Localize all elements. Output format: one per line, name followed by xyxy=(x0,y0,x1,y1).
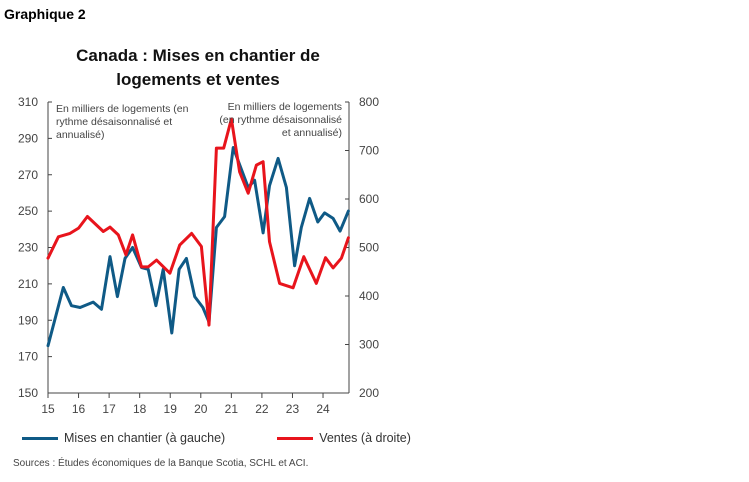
left-tick-label: 310 xyxy=(18,95,38,109)
legend-label-sales: Ventes (à droite) xyxy=(319,431,411,445)
legend-label-starts: Mises en chantier (à gauche) xyxy=(64,431,226,445)
chart-title: Canada : Mises en chantier de logements … xyxy=(76,46,320,89)
x-tick-label: 21 xyxy=(225,402,239,416)
left-axis-label: En milliers de logements (en rythme désa… xyxy=(56,103,189,141)
right-tick-label: 200 xyxy=(359,386,379,400)
left-tick-label: 190 xyxy=(18,313,38,327)
left-tick-label: 290 xyxy=(18,131,38,145)
x-tick-label: 24 xyxy=(316,402,330,416)
figure-number: Graphique 2 xyxy=(4,6,86,22)
x-tick-label: 19 xyxy=(164,402,178,416)
x-tick-label: 16 xyxy=(72,402,86,416)
x-tick-label: 17 xyxy=(102,402,116,416)
x-tick-label: 15 xyxy=(41,402,55,416)
left-tick-label: 150 xyxy=(18,386,38,400)
left-tick-label: 210 xyxy=(18,277,38,291)
x-tick-label: 22 xyxy=(255,402,269,416)
right-tick-label: 300 xyxy=(359,338,379,352)
left-tick-label: 270 xyxy=(18,168,38,182)
left-tick-label: 170 xyxy=(18,350,38,364)
x-tick-label: 18 xyxy=(133,402,147,416)
right-tick-label: 500 xyxy=(359,241,379,255)
series-line-sales xyxy=(46,117,350,327)
right-tick-label: 700 xyxy=(359,144,379,158)
left-tick-label: 250 xyxy=(18,204,38,218)
x-tick-label: 20 xyxy=(194,402,208,416)
source-note: Sources : Études économiques de la Banqu… xyxy=(13,458,309,469)
right-axis-label: En milliers de logements (en rythme désa… xyxy=(219,101,342,139)
legend-swatch-starts xyxy=(22,436,58,440)
legend: Mises en chantier (à gauche) Ventes (à d… xyxy=(22,431,411,445)
series-line-starts xyxy=(46,146,350,348)
right-tick-label: 600 xyxy=(359,192,379,206)
x-tick-label: 23 xyxy=(286,402,300,416)
left-tick-label: 230 xyxy=(18,241,38,255)
right-tick-label: 800 xyxy=(359,95,379,109)
legend-swatch-sales xyxy=(277,436,314,440)
right-tick-label: 400 xyxy=(359,289,379,303)
